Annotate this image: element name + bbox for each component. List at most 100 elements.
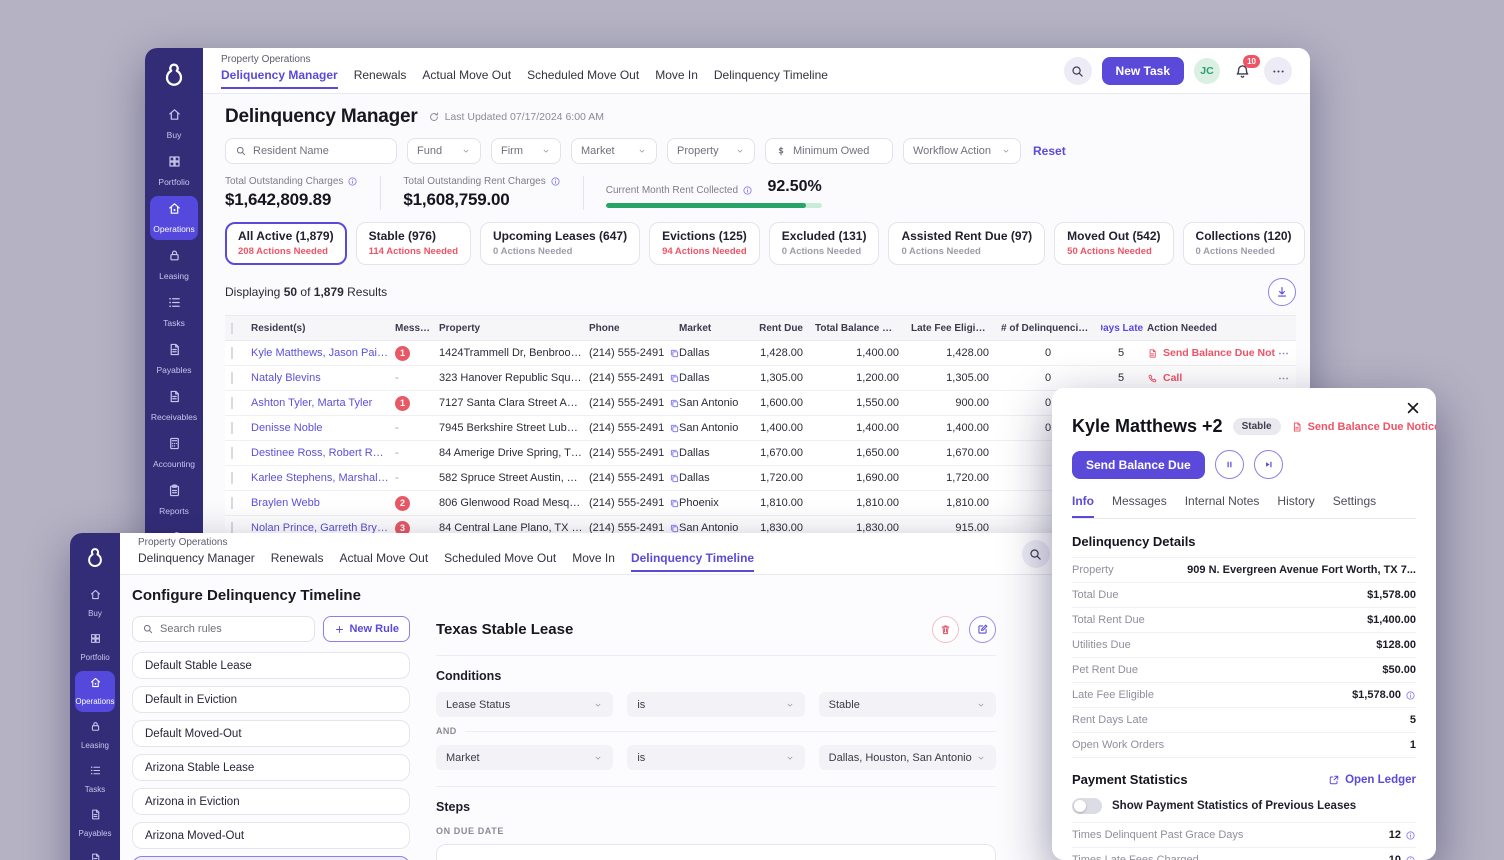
download-button[interactable]: [1268, 278, 1296, 306]
tab-delinquency-manager[interactable]: Deliquency Manager: [221, 68, 338, 89]
info-icon[interactable]: [1405, 690, 1416, 701]
copy-icon[interactable]: [669, 423, 679, 434]
notifications-bell-icon[interactable]: 10: [1230, 55, 1260, 83]
row-checkbox[interactable]: [231, 472, 233, 484]
workflow-action-filter[interactable]: Workflow Action: [903, 138, 1021, 164]
tab-actual-move-out[interactable]: Actual Move Out: [339, 551, 428, 572]
tab-scheduled-move-out[interactable]: Scheduled Move Out: [527, 68, 639, 89]
row-checkbox[interactable]: [231, 447, 233, 459]
search-rules-input[interactable]: Search rules: [132, 616, 316, 642]
action-needed-button[interactable]: Send Balance Due Not: [1147, 347, 1276, 359]
messages-cell[interactable]: - -: [395, 472, 399, 484]
tab-scheduled-move-out[interactable]: Scheduled Move Out: [444, 551, 556, 572]
operations-icon[interactable]: Operations: [150, 196, 198, 240]
minimum-owed-input[interactable]: Minimum Owed: [765, 138, 893, 164]
copy-icon[interactable]: [669, 448, 679, 459]
pill-collections[interactable]: Collections (120) 0 Actions Needed: [1182, 222, 1305, 265]
search-button[interactable]: [1021, 540, 1050, 568]
rule-item[interactable]: Arizona in Eviction: [132, 788, 410, 815]
open-ledger-link[interactable]: Open Ledger: [1328, 774, 1416, 786]
row-menu-button[interactable]: [1276, 347, 1296, 360]
pill-assisted-rent-due[interactable]: Assisted Rent Due (97) 0 Actions Needed: [888, 222, 1046, 265]
rule-item[interactable]: Arizona Moved-Out: [132, 822, 410, 849]
copy-icon[interactable]: [669, 498, 679, 509]
fund-filter[interactable]: Fund: [407, 138, 481, 164]
payables-icon[interactable]: Payables: [150, 337, 198, 381]
resident-link[interactable]: Nataly Blevins: [251, 372, 321, 384]
condition-value-select[interactable]: Stable: [818, 692, 996, 717]
messages-cell[interactable]: - -: [395, 372, 399, 384]
pill-excluded[interactable]: Excluded (131) 0 Actions Needed: [768, 222, 880, 265]
sort-column-days-late[interactable]: Days Late: [1101, 323, 1147, 334]
reports-icon[interactable]: Reports: [150, 478, 198, 522]
brand-logo-icon[interactable]: [75, 540, 115, 580]
delete-rule-button[interactable]: [932, 616, 959, 643]
rule-item[interactable]: Default in Eviction: [132, 686, 410, 713]
panel-tab-history[interactable]: History: [1277, 494, 1314, 518]
rule-item[interactable]: Default Stable Lease: [132, 652, 410, 679]
portfolio-icon[interactable]: Portfolio: [75, 627, 115, 668]
resident-name-input[interactable]: Resident Name: [225, 138, 397, 164]
edit-rule-button[interactable]: [969, 616, 996, 643]
receivables-icon[interactable]: Receivables: [75, 847, 115, 860]
tab-actual-move-out[interactable]: Actual Move Out: [422, 68, 511, 89]
panel-tab-messages[interactable]: Messages: [1112, 494, 1167, 518]
tab-move-in[interactable]: Move In: [655, 68, 698, 89]
rule-item[interactable]: Texas Stable Lease: [132, 856, 410, 860]
search-button[interactable]: [1063, 57, 1092, 85]
resident-link[interactable]: Braylen Webb: [251, 497, 320, 509]
rule-item[interactable]: Arizona Stable Lease: [132, 754, 410, 781]
portfolio-icon[interactable]: Portfolio: [150, 149, 198, 193]
row-checkbox[interactable]: [231, 397, 233, 409]
resident-link[interactable]: Kyle Matthews, Jason Paige, Ian...: [251, 347, 395, 359]
tasks-icon[interactable]: Tasks: [150, 290, 198, 334]
panel-tab-internal-notes[interactable]: Internal Notes: [1185, 494, 1260, 518]
tab-delinquency-timeline[interactable]: Delinquency Timeline: [630, 551, 755, 572]
step-card[interactable]: Send Email: [436, 844, 996, 860]
tasks-icon[interactable]: Tasks: [75, 759, 115, 800]
messages-cell[interactable]: 2 -: [395, 495, 439, 511]
pill-all-active[interactable]: All Active (1,879) 208 Actions Needed: [225, 222, 347, 265]
info-icon[interactable]: [1405, 830, 1416, 841]
new-rule-button[interactable]: New Rule: [323, 616, 410, 642]
messages-cell[interactable]: 3 -: [395, 520, 439, 536]
tab-move-in[interactable]: Move In: [572, 551, 615, 572]
skip-step-button[interactable]: [1253, 450, 1283, 479]
firm-filter[interactable]: Firm: [491, 138, 561, 164]
avatar[interactable]: JC: [1194, 58, 1220, 84]
previous-leases-toggle[interactable]: [1072, 798, 1102, 814]
messages-cell[interactable]: - -: [395, 447, 399, 459]
more-menu-button[interactable]: [1264, 57, 1292, 85]
copy-icon[interactable]: [669, 473, 679, 484]
messages-cell[interactable]: 1 -: [395, 345, 439, 361]
close-icon[interactable]: [1404, 400, 1422, 418]
tab-delinquency-timeline[interactable]: Delinquency Timeline: [714, 68, 828, 89]
send-balance-due-notice-link[interactable]: Send Balance Due Notice: [1291, 421, 1436, 433]
row-checkbox[interactable]: [231, 372, 233, 384]
send-balance-due-button[interactable]: Send Balance Due: [1072, 450, 1205, 479]
info-icon[interactable]: [347, 176, 358, 187]
condition-operator-select[interactable]: is: [627, 692, 805, 717]
tab-renewals[interactable]: Renewals: [354, 68, 407, 89]
info-icon[interactable]: [550, 176, 561, 187]
copy-icon[interactable]: [669, 523, 679, 534]
buy-icon[interactable]: Buy: [75, 583, 115, 624]
condition-value-select[interactable]: Dallas, Houston, San Antonio: [818, 745, 996, 770]
copy-icon[interactable]: [669, 373, 679, 384]
refresh-icon[interactable]: [428, 111, 440, 123]
condition-field-select[interactable]: Market: [436, 745, 614, 770]
action-needed-button[interactable]: Call: [1147, 372, 1276, 384]
condition-operator-select[interactable]: is: [627, 745, 805, 770]
resident-link[interactable]: Denisse Noble: [251, 422, 323, 434]
copy-icon[interactable]: [669, 348, 679, 359]
messages-cell[interactable]: - -: [395, 422, 399, 434]
new-task-button[interactable]: New Task: [1101, 57, 1184, 85]
row-checkbox[interactable]: [231, 347, 233, 359]
pill-evictions[interactable]: Evictions (125) 94 Actions Needed: [649, 222, 760, 265]
copy-icon[interactable]: [669, 398, 679, 409]
tab-renewals[interactable]: Renewals: [271, 551, 324, 572]
resident-link[interactable]: Ashton Tyler, Marta Tyler: [251, 397, 373, 409]
panel-tab-info[interactable]: Info: [1072, 494, 1094, 518]
payables-icon[interactable]: Payables: [75, 803, 115, 844]
resident-link[interactable]: Karlee Stephens, Marshall Steph...: [251, 472, 395, 484]
